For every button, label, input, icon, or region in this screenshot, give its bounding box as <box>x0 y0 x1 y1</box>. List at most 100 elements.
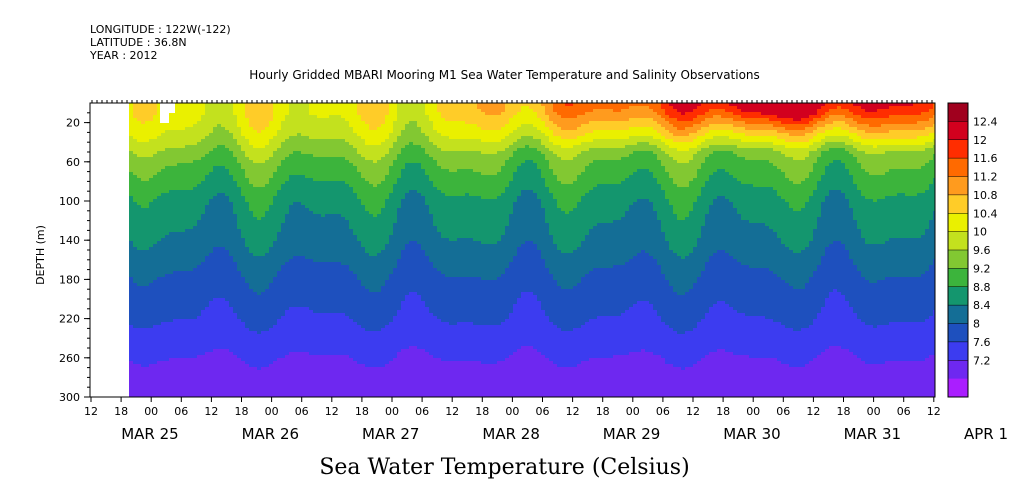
contour-cell <box>269 271 274 275</box>
contour-cell <box>261 331 266 335</box>
contour-cell <box>225 118 230 122</box>
contour-cell <box>193 325 198 329</box>
contour-cell <box>253 262 258 266</box>
contour-cell <box>313 196 318 200</box>
contour-cell <box>165 358 170 362</box>
contour-cell <box>173 271 178 275</box>
contour-cell <box>241 292 246 296</box>
contour-cell <box>241 178 246 182</box>
contour-cell <box>329 181 334 185</box>
contour-cell <box>265 235 270 239</box>
contour-cell <box>213 163 218 167</box>
contour-cell <box>129 214 134 218</box>
contour-cell <box>141 136 146 140</box>
contour-cell <box>297 211 302 215</box>
contour-cell <box>193 163 198 167</box>
contour-cell <box>265 286 270 290</box>
contour-cell <box>309 310 314 314</box>
contour-cell <box>321 256 326 260</box>
contour-cell <box>173 265 178 269</box>
contour-cell <box>277 391 282 395</box>
contour-cell <box>197 163 202 167</box>
contour-cell <box>193 106 198 110</box>
contour-cell <box>141 199 146 203</box>
contour-cell <box>225 244 230 248</box>
contour-cell <box>149 232 154 236</box>
contour-cell <box>301 376 306 380</box>
contour-cell <box>161 142 166 146</box>
contour-cell <box>177 223 182 227</box>
contour-cell <box>313 394 318 397</box>
contour-cell <box>193 322 198 326</box>
contour-cell <box>233 298 238 302</box>
contour-cell <box>265 115 270 119</box>
contour-cell <box>173 181 178 185</box>
contour-cell <box>253 346 258 350</box>
contour-cell <box>197 355 202 359</box>
contour-cell <box>257 265 262 269</box>
contour-cell <box>209 259 214 263</box>
contour-cell <box>129 256 134 260</box>
contour-cell <box>149 388 154 392</box>
contour-cell <box>329 274 334 278</box>
contour-cell <box>209 304 214 308</box>
contour-cell <box>305 280 310 284</box>
contour-cell <box>137 232 142 236</box>
contour-cell <box>265 337 270 341</box>
contour-cell <box>289 202 294 206</box>
contour-cell <box>321 211 326 215</box>
contour-cell <box>237 121 242 125</box>
contour-cell <box>209 313 214 317</box>
contour-cell <box>205 346 210 350</box>
contour-cell <box>209 346 214 350</box>
contour-cell <box>165 334 170 338</box>
contour-cell <box>321 283 326 287</box>
contour-cell <box>213 139 218 143</box>
contour-cell <box>241 328 246 332</box>
contour-cell <box>281 292 286 296</box>
contour-cell <box>281 151 286 155</box>
contour-cell <box>325 175 330 179</box>
contour-cell <box>325 376 330 380</box>
contour-cell <box>153 367 158 371</box>
contour-cell <box>313 280 318 284</box>
contour-cell <box>301 124 306 128</box>
contour-cell <box>297 352 302 356</box>
contour-cell <box>277 202 282 206</box>
contour-cell <box>185 196 190 200</box>
contour-cell <box>253 187 258 191</box>
contour-cell <box>197 247 202 251</box>
contour-cell <box>317 361 322 365</box>
contour-cell <box>157 256 162 260</box>
contour-cell <box>161 247 166 251</box>
contour-cell <box>269 238 274 242</box>
contour-cell <box>157 271 162 275</box>
contour-cell <box>249 346 254 350</box>
contour-cell <box>137 367 142 371</box>
contour-cell <box>145 349 150 353</box>
contour-cell <box>173 172 178 176</box>
contour-cell <box>265 376 270 380</box>
contour-cell <box>213 343 218 347</box>
contour-cell <box>133 289 138 293</box>
contour-cell <box>221 193 226 197</box>
contour-cell <box>229 229 234 233</box>
contour-cell <box>245 127 250 131</box>
contour-cell <box>153 172 158 176</box>
contour-cell <box>149 295 154 299</box>
contour-cell <box>321 136 326 140</box>
contour-cell <box>161 160 166 164</box>
contour-cell <box>193 181 198 185</box>
contour-cell <box>197 322 202 326</box>
contour-cell <box>301 388 306 392</box>
contour-cell <box>261 229 266 233</box>
contour-cell <box>173 148 178 152</box>
contour-cell <box>133 373 138 377</box>
contour-cell <box>309 388 314 392</box>
contour-cell <box>285 373 290 377</box>
contour-cell <box>253 124 258 128</box>
contour-cell <box>257 139 262 143</box>
contour-cell <box>173 346 178 350</box>
contour-cell <box>261 178 266 182</box>
contour-cell <box>161 334 166 338</box>
